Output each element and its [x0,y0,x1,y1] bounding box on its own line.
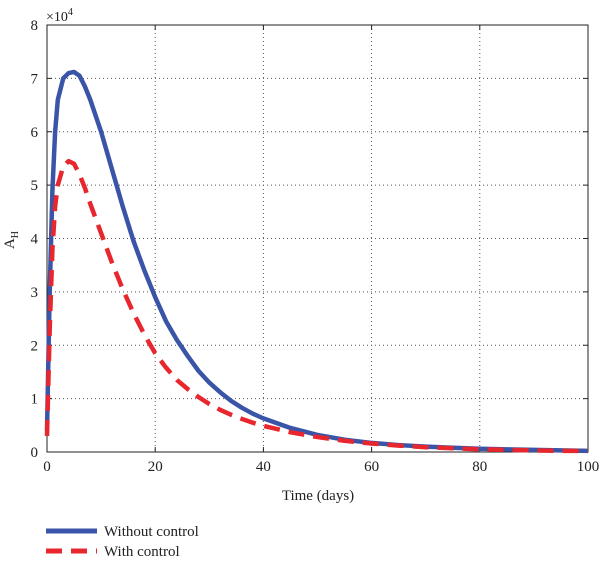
y-tick-label: 4 [31,232,39,248]
series-line-with-control [44,158,588,454]
series-lines [44,69,589,454]
legend-label-without-control: Without control [104,524,199,540]
x-tick-label: 60 [364,459,379,475]
y-tick-label: 3 [31,285,39,301]
y-axis-label-sub: H [10,231,21,238]
x-tick-label: 100 [577,459,600,475]
svg-text:AH: AH [2,231,21,249]
y-tick-label: 5 [31,178,39,194]
legend: Without control With control [46,524,199,560]
y-axis-scale-factor: ×104 [46,7,73,25]
y-axis-label: AH [2,231,21,249]
y-scale-base: ×10 [46,10,68,25]
y-tick-label: 8 [31,18,39,34]
y-tick-label: 6 [31,125,39,141]
x-tick-label: 80 [472,459,487,475]
grid [47,25,588,452]
y-tick-label: 7 [31,71,39,87]
axis-ticks: 0 20 40 60 80 100 0 1 2 3 4 5 6 7 8 [31,18,600,475]
x-axis-label: Time (days) [282,488,354,504]
x-tick-label: 0 [43,459,51,475]
plot-frame [46,24,589,453]
y-axis-label-main: A [2,238,18,249]
x-tick-label: 20 [148,459,163,475]
y-tick-label: 2 [31,338,39,354]
x-tick-label: 40 [256,459,271,475]
y-scale-exponent: 4 [68,7,73,18]
y-tick-label: 0 [31,445,39,461]
legend-label-with-control: With control [104,544,180,560]
y-tick-label: 1 [31,392,39,408]
series-line-without-control [44,69,589,454]
